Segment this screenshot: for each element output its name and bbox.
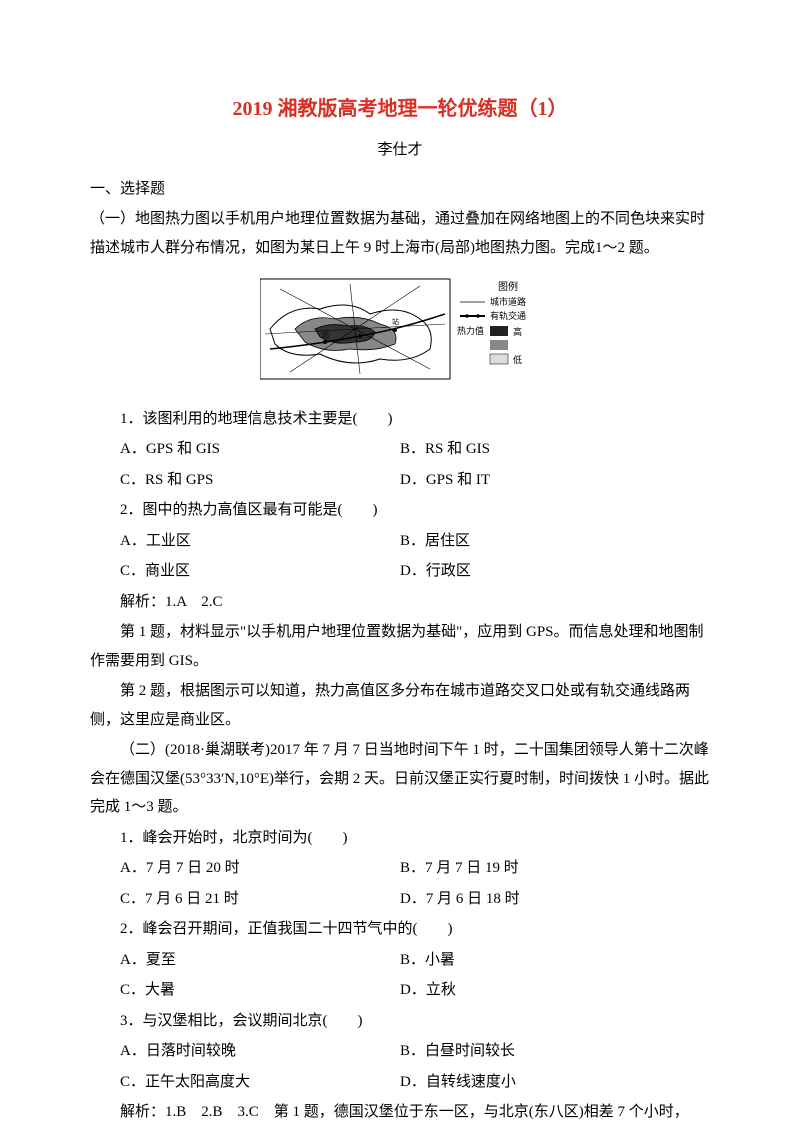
option-a: A．工业区 — [120, 527, 400, 556]
heat-map-image: 站 站 图例 城市道路 有轨交通 热力值 高 低 — [260, 274, 540, 384]
option-c: C．正午太阳高度大 — [120, 1068, 400, 1097]
option-row: C．正午太阳高度大 D．自转线速度小 — [90, 1068, 710, 1097]
option-c: C．7 月 6 日 21 时 — [120, 885, 400, 914]
question-2-2: 2．峰会召开期间，正值我国二十四节气中的( ) — [90, 915, 710, 944]
option-b: B．RS 和 GIS — [400, 435, 710, 464]
question-1-1: 1．该图利用的地理信息技术主要是( ) — [90, 405, 710, 434]
option-d: D．立秋 — [400, 976, 710, 1005]
question-2-1: 1．峰会开始时，北京时间为( ) — [90, 824, 710, 853]
option-c: C．RS 和 GPS — [120, 466, 400, 495]
legend-title: 图例 — [498, 280, 518, 293]
option-row: A．GPS 和 GIS B．RS 和 GIS — [90, 435, 710, 464]
answer-1: 解析：1.A 2.C — [90, 588, 710, 617]
option-b: B．白昼时间较长 — [400, 1037, 710, 1066]
question-2-3: 3．与汉堡相比，会议期间北京( ) — [90, 1007, 710, 1036]
svg-text:城市道路: 城市道路 — [490, 296, 526, 307]
option-b: B．7 月 7 日 19 时 — [400, 854, 710, 883]
option-c: C．商业区 — [120, 557, 400, 586]
explanation-1-2: 第 2 题，根据图示可以知道，热力高值区多分布在城市道路交叉口处或有轨交通线路两… — [90, 677, 710, 734]
intro-paragraph-2: （二）(2018·巢湖联考)2017 年 7 月 7 日当地时间下午 1 时，二… — [90, 736, 710, 822]
option-d: D．7 月 6 日 18 时 — [400, 885, 710, 914]
option-row: C．商业区 D．行政区 — [90, 557, 710, 586]
svg-text:热力值: 热力值 — [457, 325, 484, 336]
svg-text:高: 高 — [513, 326, 522, 337]
option-row: C．大暑 D．立秋 — [90, 976, 710, 1005]
option-b: B．居住区 — [400, 527, 710, 556]
author-name: 李仕才 — [90, 136, 710, 165]
option-a: A．日落时间较晚 — [120, 1037, 400, 1066]
option-c: C．大暑 — [120, 976, 400, 1005]
svg-text:站: 站 — [322, 330, 329, 339]
option-a: A．GPS 和 GIS — [120, 435, 400, 464]
page-title: 2019 湘教版高考地理一轮优练题（1） — [90, 90, 710, 128]
section-heading: 一、选择题 — [90, 175, 710, 204]
option-row: A．夏至 B．小暑 — [90, 946, 710, 975]
option-row: A．日落时间较晚 B．白昼时间较长 — [90, 1037, 710, 1066]
option-b: B．小暑 — [400, 946, 710, 975]
intro-paragraph-1: （一）地图热力图以手机用户地理位置数据为基础，通过叠加在网络地图上的不同色块来实… — [90, 205, 710, 262]
svg-text:低: 低 — [513, 354, 522, 365]
option-a: A．夏至 — [120, 946, 400, 975]
svg-text:有轨交通: 有轨交通 — [490, 310, 526, 321]
answer-2: 解析：1.B 2.B 3.C 第 1 题，德国汉堡位于东一区，与北京(东八区)相… — [90, 1098, 710, 1127]
option-d: D．GPS 和 IT — [400, 466, 710, 495]
map-figure: 站 站 图例 城市道路 有轨交通 热力值 高 低 — [90, 274, 710, 395]
option-row: C．RS 和 GPS D．GPS 和 IT — [90, 466, 710, 495]
option-row: C．7 月 6 日 21 时 D．7 月 6 日 18 时 — [90, 885, 710, 914]
option-a: A．7 月 7 日 20 时 — [120, 854, 400, 883]
option-d: D．自转线速度小 — [400, 1068, 710, 1097]
svg-text:站: 站 — [392, 317, 399, 326]
option-d: D．行政区 — [400, 557, 710, 586]
option-row: A．7 月 7 日 20 时 B．7 月 7 日 19 时 — [90, 854, 710, 883]
option-row: A．工业区 B．居住区 — [90, 527, 710, 556]
question-1-2: 2．图中的热力高值区最有可能是( ) — [90, 496, 710, 525]
explanation-1-1: 第 1 题，材料显示"以手机用户地理位置数据为基础"，应用到 GPS。而信息处理… — [90, 618, 710, 675]
